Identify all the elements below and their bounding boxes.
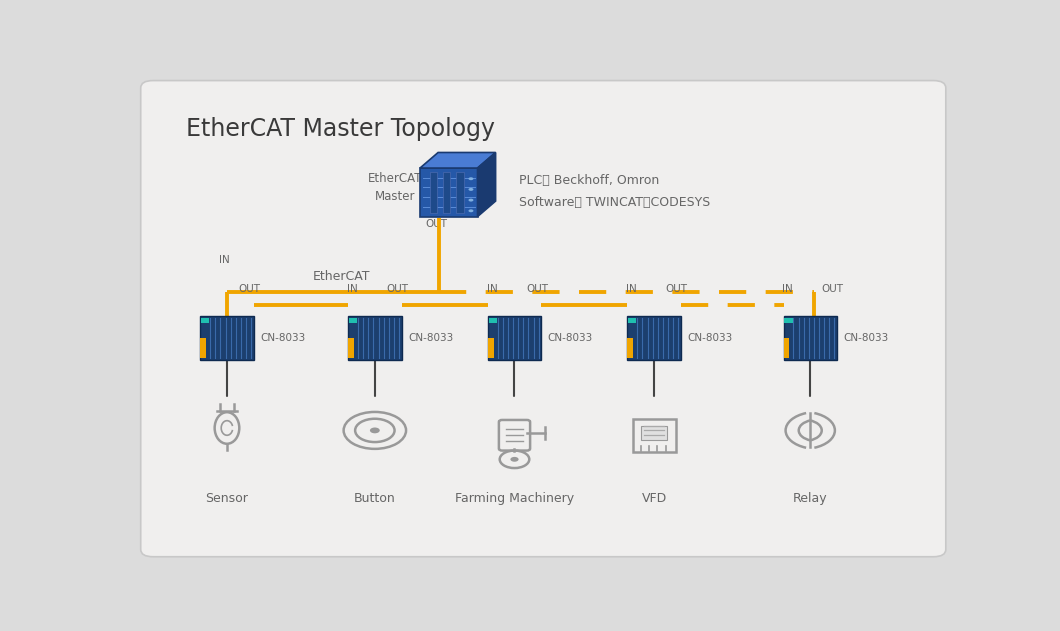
- Text: IN: IN: [782, 285, 793, 294]
- Circle shape: [469, 177, 474, 180]
- Text: Button: Button: [354, 492, 395, 505]
- Text: CN-8033: CN-8033: [548, 333, 593, 343]
- FancyBboxPatch shape: [784, 318, 793, 323]
- FancyBboxPatch shape: [629, 318, 636, 323]
- Text: IN: IN: [219, 255, 230, 265]
- FancyBboxPatch shape: [200, 316, 253, 360]
- Text: OUT: OUT: [526, 285, 548, 294]
- Text: Relay: Relay: [793, 492, 828, 505]
- FancyBboxPatch shape: [348, 316, 402, 360]
- Text: CN-8033: CN-8033: [408, 333, 454, 343]
- FancyBboxPatch shape: [641, 425, 668, 440]
- Text: Sensor: Sensor: [206, 492, 248, 505]
- Text: OUT: OUT: [822, 285, 844, 294]
- Polygon shape: [477, 153, 496, 216]
- Text: Farming Machinery: Farming Machinery: [455, 492, 575, 505]
- Circle shape: [469, 199, 474, 201]
- Text: Software： TWINCAT、CODESYS: Software： TWINCAT、CODESYS: [518, 196, 710, 209]
- Text: PLC： Beckhoff, Omron: PLC： Beckhoff, Omron: [518, 174, 659, 187]
- Circle shape: [370, 427, 379, 433]
- Text: OUT: OUT: [425, 219, 447, 229]
- FancyBboxPatch shape: [628, 316, 681, 360]
- Text: OUT: OUT: [238, 285, 261, 294]
- Circle shape: [510, 457, 518, 462]
- Circle shape: [469, 188, 474, 191]
- FancyBboxPatch shape: [443, 172, 450, 213]
- Text: IN: IN: [347, 285, 357, 294]
- FancyBboxPatch shape: [488, 338, 494, 358]
- FancyBboxPatch shape: [430, 172, 438, 213]
- Text: CN-8033: CN-8033: [844, 333, 888, 343]
- Polygon shape: [420, 153, 496, 168]
- Text: CN-8033: CN-8033: [261, 333, 305, 343]
- FancyBboxPatch shape: [348, 338, 354, 358]
- FancyBboxPatch shape: [489, 318, 497, 323]
- FancyBboxPatch shape: [456, 172, 463, 213]
- Text: IN: IN: [487, 285, 497, 294]
- Text: EtherCAT
Master: EtherCAT Master: [368, 172, 423, 203]
- Polygon shape: [420, 168, 477, 216]
- FancyBboxPatch shape: [488, 316, 542, 360]
- FancyBboxPatch shape: [201, 318, 209, 323]
- Text: EtherCAT Master Topology: EtherCAT Master Topology: [186, 117, 495, 141]
- FancyBboxPatch shape: [628, 338, 633, 358]
- FancyBboxPatch shape: [783, 338, 790, 358]
- Text: OUT: OUT: [666, 285, 688, 294]
- Text: EtherCAT: EtherCAT: [314, 270, 371, 283]
- Text: CN-8033: CN-8033: [688, 333, 732, 343]
- FancyBboxPatch shape: [200, 338, 206, 358]
- Text: IN: IN: [626, 285, 637, 294]
- FancyBboxPatch shape: [349, 318, 357, 323]
- FancyBboxPatch shape: [141, 81, 946, 557]
- FancyBboxPatch shape: [783, 316, 837, 360]
- Text: OUT: OUT: [387, 285, 408, 294]
- Circle shape: [469, 209, 474, 212]
- Text: VFD: VFD: [641, 492, 667, 505]
